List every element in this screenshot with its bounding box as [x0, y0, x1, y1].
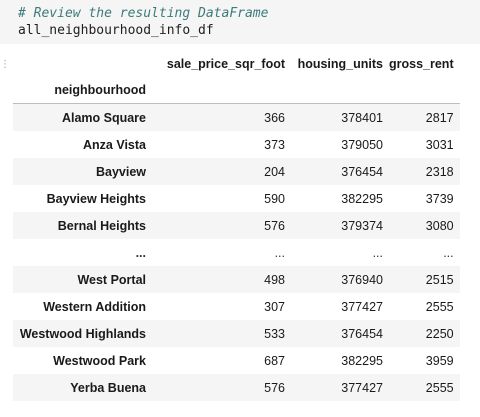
cell-gross-rent: 2515: [425, 272, 454, 287]
cell-sale-price-sqr-foot: 687: [264, 353, 285, 368]
cell-gross-rent: 2250: [425, 326, 454, 341]
row-index: West Portal: [77, 272, 146, 287]
row-index: Bayview: [95, 164, 146, 179]
cell-housing-units: 376454: [341, 164, 383, 179]
cell-housing-units: 376940: [341, 272, 383, 287]
cell-housing-units: 379374: [341, 218, 383, 233]
code-comment: # Review the resulting DataFrame: [18, 6, 269, 21]
table-row-ellipsis: ... ... ... ...: [13, 239, 460, 266]
cell-gross-rent: 2817: [425, 110, 454, 125]
code-expression: all_neighbourhood_info_df: [18, 23, 214, 38]
cell-sale-price-sqr-foot: 204: [264, 164, 285, 179]
index-header-row: neighbourhood: [13, 77, 460, 104]
row-index: Bayview Heights: [46, 191, 146, 206]
row-index: Yerba Buena: [70, 380, 146, 395]
column-header-row: sale_price_sqr_foot housing_units gross_…: [13, 51, 460, 77]
cell-sale-price-sqr-foot: ...: [274, 245, 285, 260]
cell-gross-rent: 2555: [425, 380, 454, 395]
cell-sale-price-sqr-foot: 576: [264, 218, 285, 233]
cell-gross-rent: 3959: [425, 353, 454, 368]
cell-sale-price-sqr-foot: 307: [264, 299, 285, 314]
table-row: Westwood Highlands 533 376454 2250: [13, 320, 460, 347]
output-collapse-handle[interactable]: ⋮: [0, 59, 10, 70]
table-row: Westwood Park 687 382295 3959: [13, 347, 460, 374]
cell-housing-units: ...: [372, 245, 383, 260]
cell-gross-rent: 3080: [425, 218, 454, 233]
row-index: Alamo Square: [61, 110, 146, 125]
cell-housing-units: 377427: [341, 380, 383, 395]
cell-gross-rent: 3031: [425, 137, 454, 152]
cell-sale-price-sqr-foot: 366: [264, 110, 285, 125]
cell-sale-price-sqr-foot: 373: [264, 137, 285, 152]
cell-sale-price-sqr-foot: 533: [264, 326, 285, 341]
cell-sale-price-sqr-foot: 576: [264, 380, 285, 395]
table-row: Bernal Heights 576 379374 3080: [13, 212, 460, 239]
cell-housing-units: 376454: [341, 326, 383, 341]
code-cell[interactable]: # Review the resulting DataFrame all_nei…: [0, 0, 480, 44]
row-index: Western Addition: [43, 299, 146, 314]
dataframe-table: sale_price_sqr_foot housing_units gross_…: [13, 51, 460, 401]
cell-gross-rent: 3739: [425, 191, 454, 206]
column-header-gross-rent: gross_rent: [389, 57, 454, 71]
table-row: Alamo Square 366 378401 2817: [13, 103, 460, 131]
cell-housing-units: 378401: [341, 110, 383, 125]
cell-sale-price-sqr-foot: 590: [264, 191, 285, 206]
table-row: Bayview 204 376454 2318: [13, 158, 460, 185]
cell-gross-rent: ...: [443, 245, 454, 260]
row-index: Westwood Park: [53, 353, 146, 368]
column-header-sale-price-sqr-foot: sale_price_sqr_foot: [166, 57, 285, 71]
row-index: Anza Vista: [83, 137, 146, 152]
row-index: Bernal Heights: [57, 218, 146, 233]
table-row: Bayview Heights 590 382295 3739: [13, 185, 460, 212]
index-name-header: neighbourhood: [54, 83, 146, 97]
cell-gross-rent: 2555: [425, 299, 454, 314]
cell-gross-rent: 2318: [425, 164, 454, 179]
cell-housing-units: 377427: [341, 299, 383, 314]
cell-housing-units: 382295: [341, 191, 383, 206]
table-row: Western Addition 307 377427 2555: [13, 293, 460, 320]
table-row: Anza Vista 373 379050 3031: [13, 131, 460, 158]
row-index: Westwood Highlands: [19, 326, 146, 341]
cell-housing-units: 379050: [341, 137, 383, 152]
table-row: Yerba Buena 576 377427 2555: [13, 374, 460, 401]
row-index: ...: [135, 245, 146, 260]
table-row: West Portal 498 376940 2515: [13, 266, 460, 293]
column-header-housing-units: housing_units: [297, 57, 383, 71]
cell-sale-price-sqr-foot: 498: [264, 272, 285, 287]
header-blank: [13, 51, 152, 77]
cell-housing-units: 382295: [341, 353, 383, 368]
